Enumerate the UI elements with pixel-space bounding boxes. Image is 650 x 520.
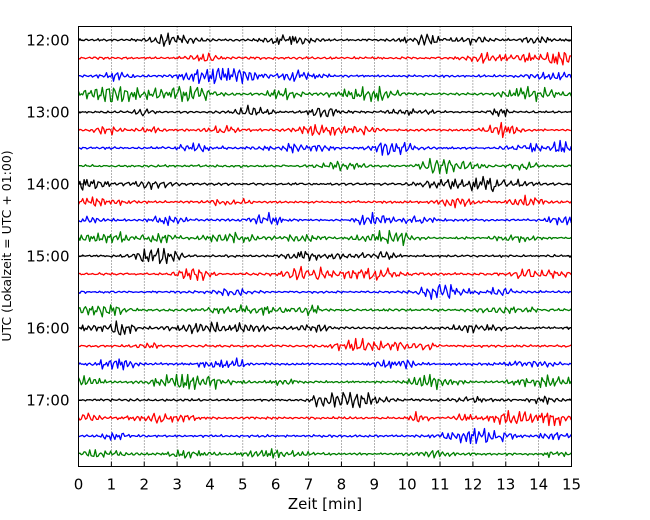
x-axis: 0 1 2 3 4 5 6 7 8 9 10 11 12 13 14 15 bbox=[74, 461, 581, 494]
y-axis: 12:00 13:00 14:00 15:00 16:00 17:00 bbox=[26, 32, 572, 410]
trace-1515 bbox=[78, 265, 572, 282]
trace-1645 bbox=[77, 373, 572, 391]
seismogram-traces bbox=[77, 32, 572, 459]
trace-1300 bbox=[78, 104, 572, 118]
trace-1200 bbox=[77, 32, 572, 47]
trace-1315 bbox=[78, 121, 572, 139]
trace-1445 bbox=[77, 229, 572, 247]
x-tick-label: 15 bbox=[562, 476, 581, 494]
trace-1215 bbox=[78, 51, 572, 66]
x-tick-label: 10 bbox=[398, 476, 417, 494]
trace-1615 bbox=[78, 337, 572, 352]
x-tick-label: 2 bbox=[139, 476, 149, 494]
trace-1600 bbox=[78, 320, 572, 336]
x-tick-label: 5 bbox=[238, 476, 248, 494]
trace-1530 bbox=[78, 283, 572, 300]
x-tick-label: 6 bbox=[271, 476, 281, 494]
trace-1245 bbox=[77, 85, 572, 103]
plot-frame bbox=[78, 26, 572, 467]
trace-1345 bbox=[78, 157, 572, 175]
trace-1715 bbox=[77, 410, 572, 427]
y-tick-label: 15:00 bbox=[26, 248, 69, 266]
x-tick-label: 14 bbox=[529, 476, 548, 494]
trace-1500 bbox=[78, 247, 572, 265]
trace-1730 bbox=[78, 427, 572, 445]
x-tick-label: 13 bbox=[496, 476, 515, 494]
x-tick-label: 11 bbox=[430, 476, 449, 494]
x-tick-label: 9 bbox=[370, 476, 380, 494]
y-tick-label: 17:00 bbox=[26, 392, 69, 410]
y-tick-label: 16:00 bbox=[26, 320, 69, 338]
trace-1400 bbox=[77, 175, 572, 193]
trace-1700 bbox=[78, 391, 572, 409]
trace-1430 bbox=[78, 211, 572, 227]
x-tick-label: 7 bbox=[304, 476, 314, 494]
y-tick-label: 13:00 bbox=[26, 104, 69, 122]
x-tick-label: 8 bbox=[337, 476, 347, 494]
trace-1230 bbox=[78, 67, 572, 85]
x-tick-label: 12 bbox=[463, 476, 482, 494]
y-axis-label: UTC (Lokalzeit = UTC + 01:00) bbox=[0, 150, 14, 341]
x-tick-label: 0 bbox=[74, 476, 84, 494]
trace-1545 bbox=[78, 304, 572, 318]
trace-1330 bbox=[78, 139, 572, 156]
y-tick-label: 14:00 bbox=[26, 176, 69, 194]
trace-1745 bbox=[78, 448, 572, 459]
x-tick-label: 4 bbox=[205, 476, 215, 494]
trace-1630 bbox=[77, 357, 572, 371]
x-tick-label: 3 bbox=[172, 476, 182, 494]
trace-1415 bbox=[77, 194, 572, 209]
x-axis-label: Zeit [min] bbox=[288, 495, 362, 513]
x-tick-label: 1 bbox=[107, 476, 117, 494]
y-tick-label: 12:00 bbox=[26, 32, 69, 50]
grid-lines bbox=[111, 26, 539, 467]
